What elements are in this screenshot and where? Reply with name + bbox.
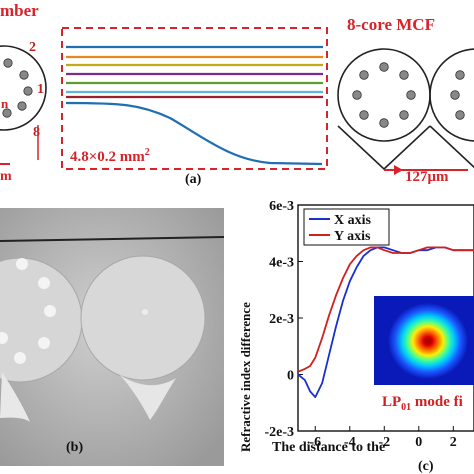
legend-label-y: Y axis bbox=[334, 229, 371, 244]
micrograph-bottom-margin bbox=[0, 466, 224, 474]
x-tick-label: -4 bbox=[344, 435, 356, 450]
mcf-label-mask bbox=[462, 8, 474, 36]
waveguide-box bbox=[61, 27, 328, 170]
micrograph-cusp-right bbox=[120, 375, 176, 420]
box-dimension-label: 4.8×0.2 mm2 bbox=[70, 147, 150, 165]
right-fiber-pair bbox=[337, 48, 474, 171]
micrograph-core bbox=[0, 332, 8, 344]
left-label-fragment: n bbox=[1, 96, 9, 111]
panel-c: 6e-3 4e-3 2e-3 0 -2e-3 -6 -4 -2 0 2 LP01 mode fi… bbox=[238, 199, 474, 474]
y-tick-label: -2e-3 bbox=[264, 425, 294, 440]
y-tick-label: 6e-3 bbox=[269, 199, 294, 214]
micrograph-core bbox=[38, 337, 50, 349]
left-fiber-label: mber bbox=[0, 1, 39, 20]
panel-a: mber 2 1 8 n m 4.8×0.2 mm2 (a) 8-core MC… bbox=[0, 1, 474, 187]
x-tick-label: 0 bbox=[415, 435, 422, 450]
legend: X axis Y axis bbox=[303, 208, 390, 246]
y-tick-label: 4e-3 bbox=[269, 256, 294, 271]
left-fiber bbox=[0, 45, 47, 131]
micrograph-speck bbox=[142, 309, 148, 315]
core-number-2: 2 bbox=[29, 40, 36, 55]
micrograph-fiber-right bbox=[80, 255, 206, 381]
x-axis-label: The distance to the bbox=[272, 440, 385, 455]
micrograph-core bbox=[44, 305, 56, 317]
x-tick-label: 2 bbox=[450, 435, 457, 450]
series-line-y-axis bbox=[297, 246, 474, 373]
y-axis-label: Refractive index difference bbox=[238, 302, 253, 452]
micrograph-cusp-left bbox=[0, 372, 30, 422]
panel-b: (b) bbox=[0, 208, 225, 474]
waveguide-lines bbox=[66, 45, 323, 99]
micrograph-core bbox=[38, 277, 50, 289]
core-number-1: 1 bbox=[37, 82, 44, 97]
tapered-waveguide-line bbox=[65, 101, 323, 166]
y-tick-label: 0 bbox=[287, 369, 294, 384]
x-tick-label: -2 bbox=[378, 435, 390, 450]
left-dim-fragment: m bbox=[0, 169, 12, 184]
micrograph-edge-line bbox=[0, 236, 225, 242]
micrograph-core bbox=[16, 258, 28, 270]
micrograph-core bbox=[14, 352, 26, 364]
x-ticks: -6 -4 -2 0 2 bbox=[309, 426, 457, 450]
y-ticks: 6e-3 4e-3 2e-3 0 -2e-3 bbox=[264, 199, 303, 440]
mcf-dim-arrow bbox=[394, 165, 403, 175]
x-tick-label: -6 bbox=[309, 435, 321, 450]
panel-c-tag: (c) bbox=[418, 459, 434, 474]
mcf-label: 8-core MCF bbox=[347, 15, 435, 34]
series-lines bbox=[297, 246, 474, 399]
mode-field-spot bbox=[388, 303, 468, 379]
mcf-dimension-label: 127μm bbox=[405, 169, 449, 185]
core-number-8: 8 bbox=[33, 125, 40, 140]
legend-label-x: X axis bbox=[334, 213, 372, 228]
panel-a-tag: (a) bbox=[185, 172, 202, 187]
panel-b-tag: (b) bbox=[66, 440, 83, 455]
inset-caption: LP01 mode fi bbox=[382, 394, 463, 413]
y-tick-label: 2e-3 bbox=[269, 312, 294, 327]
